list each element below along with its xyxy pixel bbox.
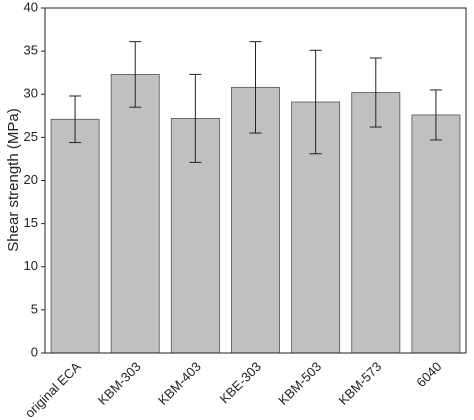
y-tick-label: 20 [24,172,38,187]
x-tick-label: KBM-503 [275,359,324,408]
x-tick-label: 6040 [413,359,444,390]
y-tick-label: 0 [31,344,38,359]
y-tick-label: 25 [24,129,38,144]
y-tick-label: 5 [31,301,38,316]
x-tick-label: KBM-303 [95,359,144,408]
x-tick-label: KBM-403 [155,359,204,408]
x-tick-label: KBE-303 [217,359,264,406]
y-tick-label: 35 [24,43,38,58]
bar [411,114,461,354]
x-tick-label: KBM-573 [335,359,384,408]
bar [351,92,401,354]
y-tick-label: 10 [24,258,38,273]
bar [110,74,160,354]
x-tick-label: original ECA [22,359,84,420]
bar [50,118,100,354]
y-tick-label: 30 [24,86,38,101]
y-axis-label: Shear strength (MPa) [5,108,22,251]
y-tick-label: 15 [24,215,38,230]
y-tick-label: 40 [24,0,38,14]
plot-frame [44,7,467,354]
